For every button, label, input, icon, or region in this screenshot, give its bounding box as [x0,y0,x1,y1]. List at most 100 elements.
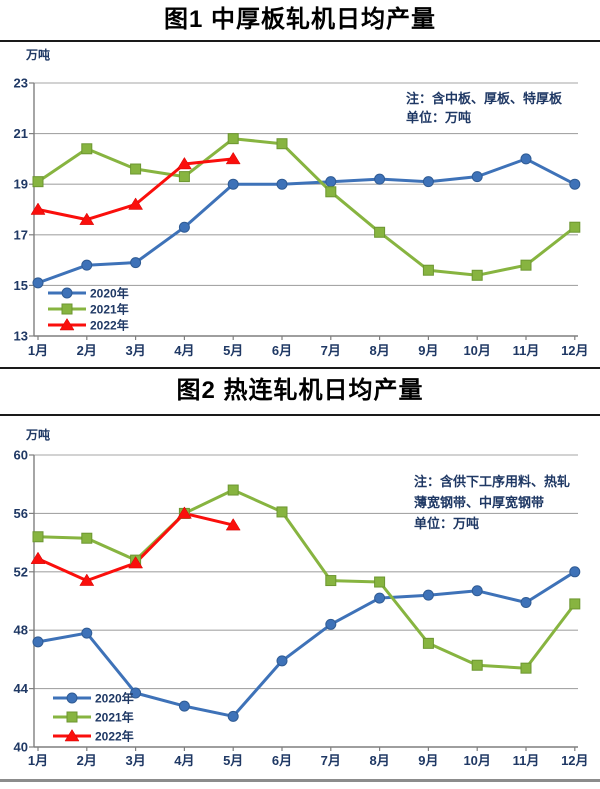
chart2-canvas: 40 44 48 52 56 60 1月 2月 3月 4月 5月 6月 7月 8月 9月 10月 11月 12月 万… [0,419,600,789]
series-marker-2022 [79,573,95,586]
series-marker-2021 [471,269,483,281]
chart-note-line: 注：含中板、厚板、特厚板 [406,91,563,106]
x-tick-label: 3月 [125,753,145,768]
chart-note-line: 薄宽钢带、中厚宽钢带 [414,495,544,510]
series-marker-2022 [79,212,95,225]
series-marker-2021 [374,576,386,588]
series-line-2021 [36,137,577,277]
x-tick-label: 6月 [272,753,292,768]
series-marker-2021 [471,659,483,671]
legend-item-2022: 2022年 [53,729,134,744]
series-marker-2021 [32,176,44,188]
legend-item-2021: 2021年 [53,710,134,725]
chart2-title: 图2 热连轧机日均产量 [176,377,424,404]
series-marker-2020 [130,687,142,699]
y-tick-label: 13 [14,329,28,344]
y-tick-label: 15 [14,278,28,293]
legend-marker [66,692,78,704]
x-tick-label: 5月 [223,753,243,768]
chart1-title: 图1 中厚板轧机日均产量 [163,6,436,33]
series-marker-2020 [32,277,44,289]
legend-label: 2022年 [90,318,129,333]
x-tick-label: 1月 [28,753,48,768]
x-tick-label: 12月 [561,343,588,358]
series-marker-2021 [520,259,532,271]
x-tick-label: 4月 [174,753,194,768]
y-tick-label: 48 [14,623,28,638]
series-marker-2021 [276,138,288,150]
legend-marker [61,287,73,299]
legend-label: 2021年 [90,302,129,317]
series-marker-2021 [325,575,337,587]
x-tick-label: 2月 [77,753,97,768]
y-tick-label: 23 [14,76,28,91]
series-marker-2020 [178,221,190,233]
series-marker-2021 [178,171,190,183]
series-marker-2022 [30,551,46,564]
legend-label: 2020年 [90,286,129,301]
series-marker-2020 [276,655,288,667]
series-marker-2022 [176,156,192,170]
series-marker-2020 [569,566,581,578]
legend-item-2021: 2021年 [48,302,129,317]
x-tick-label: 7月 [321,343,341,358]
series-marker-2021 [276,506,288,518]
y-tick-label: 60 [14,448,28,463]
series-marker-2020 [32,636,44,648]
series-marker-2022 [128,197,144,210]
x-tick-label: 10月 [463,343,490,358]
legend-label: 2022年 [95,729,134,744]
series-marker-2021 [32,531,44,543]
chart-note-line: 单位：万吨 [406,110,471,125]
x-tick-label: 2月 [77,343,97,358]
series-marker-2022 [128,556,144,569]
legend-marker [61,303,73,315]
chart-note-line: 单位：万吨 [414,516,479,531]
y-tick-label: 21 [14,126,28,141]
chart1-plot: 13 15 17 19 21 23 1月 2月 3月 4月 5月 6月 7月 8月 9月 10月 11月 12月 万… [14,47,589,358]
series-marker-2021 [81,532,93,544]
divider [0,414,600,416]
series-marker-2022 [225,518,241,531]
series-marker-2020 [520,596,532,608]
series-marker-2020 [276,178,288,190]
series-marker-2021 [81,143,93,155]
chart2-plot: 40 44 48 52 56 60 1月 2月 3月 4月 5月 6月 7月 8月 9月 10月 11月 12月 万… [14,427,589,768]
series-marker-2020 [178,700,190,712]
series-marker-2020 [227,710,239,722]
legend-label: 2020年 [95,691,134,706]
bottom-divider [0,779,600,782]
legend-marker [66,711,78,723]
series-marker-2021 [569,598,581,610]
x-tick-label: 11月 [513,343,540,358]
y-tick-label: 40 [14,740,28,755]
y-tick-label: 56 [14,506,28,521]
y-axis-unit-label: 万吨 [25,427,50,442]
series-marker-2020 [130,257,142,269]
series-marker-2020 [325,176,337,188]
legend-marker [59,318,75,331]
series-marker-2021 [520,662,532,674]
x-tick-label: 9月 [418,753,438,768]
chart-note-line: 注：含供下工序用料、热轧 [414,474,570,489]
divider [0,40,600,42]
series-marker-2020 [227,178,239,190]
series-marker-2020 [374,592,386,604]
series-marker-2020 [325,618,337,630]
series-marker-2021 [325,186,337,198]
legend-item-2022: 2022年 [48,318,129,333]
y-axis-unit-label: 万吨 [25,47,50,62]
series-marker-2021 [374,226,386,238]
legend-marker [64,729,80,742]
chart1-canvas: 13 15 17 19 21 23 1月 2月 3月 4月 5月 6月 7月 8月 9月 10月 11月 12月 万… [0,45,600,367]
series-marker-2020 [471,171,483,183]
x-tick-label: 6月 [272,343,292,358]
x-tick-label: 11月 [513,753,540,768]
series-marker-2022 [225,151,241,165]
y-tick-label: 52 [14,564,28,579]
series-marker-2021 [130,163,142,175]
series-marker-2022 [30,202,46,215]
series-marker-2020 [569,178,581,190]
y-tick-label: 44 [14,681,29,696]
